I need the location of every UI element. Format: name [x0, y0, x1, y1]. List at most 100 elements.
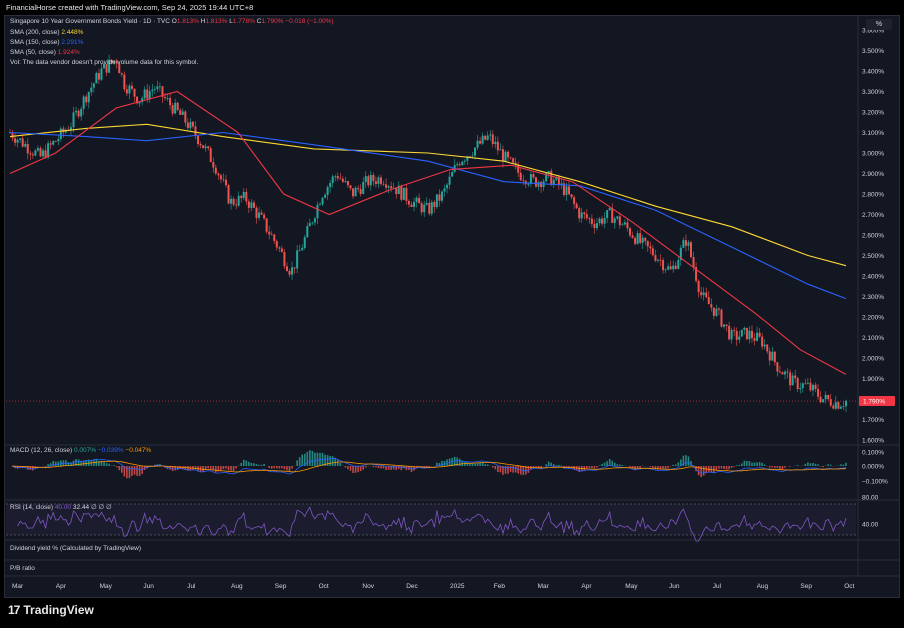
price-tick-label: 3.000%: [862, 151, 884, 158]
candle-body: [301, 247, 304, 251]
candle-body: [687, 242, 690, 246]
macd-histogram-bar: [588, 466, 591, 468]
candle-body: [423, 204, 426, 213]
candle-body: [639, 233, 642, 243]
time-tick-label: Aug: [231, 583, 243, 590]
macd-histogram-bar: [461, 460, 464, 466]
candle-body: [108, 59, 111, 73]
symbol-name: Singapore 10 Year Government Bonds Yield…: [10, 18, 170, 25]
candle-body: [560, 183, 563, 185]
macd-histogram-bar: [121, 466, 123, 473]
macd-histogram-bar: [453, 456, 456, 466]
macd-histogram-bar: [491, 466, 494, 468]
candle-body: [169, 97, 172, 106]
macd-histogram-bar: [377, 466, 380, 468]
macd-histogram-bar: [336, 459, 339, 466]
macd-histogram-bar: [702, 466, 705, 476]
candle-body: [258, 212, 261, 218]
candle-body: [715, 308, 718, 316]
macd-histogram-bar: [774, 466, 776, 468]
candle-body: [443, 188, 446, 192]
candle-body: [809, 382, 812, 391]
macd-histogram-bar: [382, 466, 385, 469]
candle-body: [448, 176, 451, 185]
macd-histogram-bar: [115, 466, 118, 468]
candle-body: [656, 259, 659, 261]
candle-body: [265, 218, 268, 232]
time-tick-label: Sep: [275, 583, 287, 590]
candle-body: [781, 372, 784, 375]
candle-body: [697, 280, 700, 293]
macd-histogram-bar: [296, 460, 298, 466]
close-label: C: [256, 18, 262, 25]
candle-body: [54, 141, 57, 142]
candle-body: [148, 91, 151, 99]
macd-histogram-bar: [814, 463, 817, 466]
macd-histogram-bar: [738, 464, 741, 466]
candle-body: [440, 191, 443, 201]
candle-body: [64, 130, 67, 133]
price-tick-label: 3.200%: [862, 110, 884, 117]
candle-body: [766, 344, 769, 352]
candle-body: [186, 122, 189, 129]
candle-body: [100, 68, 103, 80]
macd-histogram-bar: [428, 466, 431, 467]
macd-histogram-bar: [283, 466, 286, 470]
candle-body: [69, 127, 72, 131]
macd-histogram-bar: [47, 464, 49, 466]
macd-histogram-bar: [357, 466, 359, 473]
price-tick-label: 2.200%: [862, 315, 884, 322]
candle-body: [133, 88, 136, 97]
macd-histogram-bar: [692, 465, 695, 466]
candle-body: [573, 197, 576, 204]
candle-body: [611, 208, 614, 223]
macd-histogram-bar: [52, 460, 54, 466]
macd-histogram-bar: [301, 454, 304, 466]
macd-histogram-bar: [387, 466, 390, 470]
candle-body: [700, 292, 703, 296]
price-tick-label: 2.000%: [862, 356, 884, 363]
macd-histogram-bar: [390, 466, 392, 470]
macd-histogram-bar: [441, 460, 443, 466]
candle-body: [390, 186, 393, 189]
candle-body: [97, 73, 100, 80]
macd-histogram-bar: [652, 466, 654, 469]
candle-body: [136, 96, 139, 104]
candle-body: [601, 218, 604, 224]
candle-body: [621, 224, 624, 226]
candle-body: [377, 177, 380, 185]
macd-histogram-bar: [456, 457, 459, 466]
candle-body: [227, 185, 230, 204]
macd-histogram-bar: [807, 462, 809, 466]
candle-body: [42, 150, 45, 157]
macd-histogram-bar: [372, 466, 375, 468]
sma50-label: SMA (50, close): [10, 49, 56, 56]
macd-histogram-bar: [207, 466, 210, 469]
candle-body: [590, 218, 593, 224]
macd-histogram-bar: [827, 464, 830, 466]
candle-body: [682, 240, 685, 248]
candle-body: [491, 134, 494, 145]
scale-unit-button[interactable]: %: [866, 19, 892, 30]
macd-histogram-bar: [527, 466, 530, 473]
macd-histogram-bar: [286, 466, 288, 471]
chart-area: [4, 15, 900, 598]
candle-body: [745, 327, 748, 340]
candle-body: [387, 186, 390, 188]
macd-histogram-bar: [21, 466, 24, 469]
time-tick-label: Mar: [538, 583, 550, 590]
price-tick-label: 3.600%: [862, 28, 884, 35]
macd-histogram-bar: [392, 466, 395, 470]
macd-histogram-bar: [227, 466, 230, 471]
macd-histogram-bar: [220, 466, 222, 471]
candle-body: [834, 402, 837, 409]
candle-body: [311, 222, 314, 224]
macd-histogram-bar: [662, 466, 664, 469]
candle-body: [468, 156, 471, 158]
macd-histogram-bar: [743, 460, 746, 466]
candle-body: [832, 405, 835, 409]
chart-canvas[interactable]: 3.600% 3.500% 3.400% 3.300% 3.200% 3.100% 3.00…: [4, 15, 900, 598]
macd-histogram-bar: [204, 466, 207, 470]
current-price-tag-label: 1.790%: [863, 399, 885, 406]
macd-histogram-bar: [657, 466, 659, 470]
